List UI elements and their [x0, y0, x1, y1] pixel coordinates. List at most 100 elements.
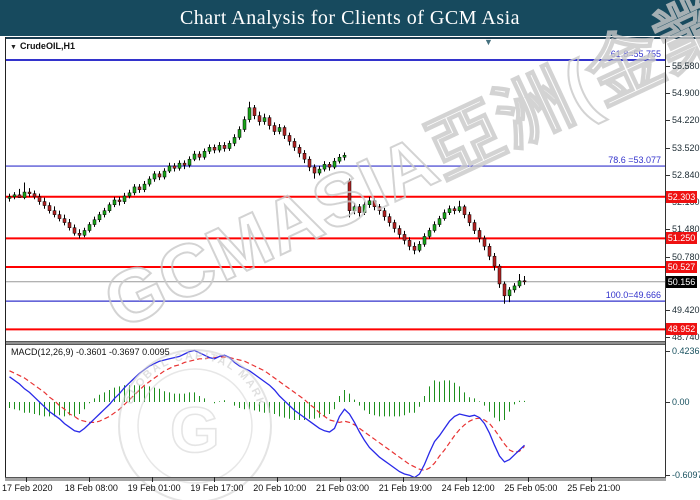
- price-tick-label: 54.220: [672, 115, 700, 126]
- pane-splitter[interactable]: [6, 341, 665, 345]
- date-tick-label: 24 Feb 12:00: [441, 483, 495, 493]
- macd-indicator-label: MACD(12,26,9) -0.3601 -0.3697 0.0095: [11, 347, 170, 357]
- candle-body: [402, 234, 407, 241]
- current-price-label: 50.156: [666, 275, 697, 288]
- candle-body: [372, 200, 377, 207]
- candle-body: [272, 125, 277, 132]
- price-tick-dash: [666, 66, 670, 68]
- candle-body: [22, 191, 27, 198]
- candle-body: [467, 214, 472, 223]
- candle-body: [317, 168, 322, 174]
- candle-body: [132, 186, 137, 194]
- candle-body: [197, 153, 202, 158]
- candle-body: [37, 196, 42, 202]
- candle-body: [382, 210, 387, 217]
- candle-body: [412, 246, 417, 251]
- price-chart-pane[interactable]: 61.8=55.755 78.6 =53.077 100.0=49.666: [6, 39, 665, 341]
- candle-body: [507, 289, 512, 297]
- macd-tick-dash: [666, 474, 670, 476]
- candle-body: [97, 214, 102, 221]
- chart-bottom-border: [5, 477, 666, 481]
- macd-tick-dash: [666, 350, 670, 352]
- candle-body: [142, 183, 147, 190]
- price-tick-label: 49.420: [672, 305, 700, 316]
- price-tick-dash: [666, 120, 670, 122]
- macd-tick-dash: [666, 401, 670, 403]
- macd-tick-label: -0.6097: [672, 469, 700, 480]
- candle-body: [302, 153, 307, 160]
- price-tick-label: 48.740: [672, 332, 700, 343]
- candle-body: [407, 240, 412, 247]
- sr-price-label: 51.250: [666, 232, 697, 245]
- candle-body: [207, 147, 212, 152]
- candle-body: [287, 135, 292, 142]
- candle-body: [362, 204, 367, 213]
- candle-body: [322, 164, 327, 170]
- candle-body: [352, 206, 357, 211]
- candle-body: [357, 206, 362, 213]
- symbol-timeframe-dropdown[interactable]: ▼ CrudeOIL,H1: [10, 41, 75, 51]
- date-tick-label: 18 Feb 08:00: [64, 483, 118, 493]
- candle-body: [462, 206, 467, 215]
- candle-body: [447, 208, 452, 213]
- candle-body: [212, 147, 217, 151]
- price-tick-dash: [666, 93, 670, 95]
- price-tick-label: 52.160: [672, 196, 700, 207]
- candle-body: [392, 222, 397, 229]
- candle-body: [497, 265, 502, 285]
- date-tick-label: 19 Feb 01:00: [127, 483, 181, 493]
- candle-body: [327, 164, 332, 168]
- price-tick-label: 52.840: [672, 169, 700, 180]
- date-tick-label: 17 Feb 2020: [2, 483, 53, 493]
- candle-body: [92, 219, 97, 225]
- candle-body: [342, 154, 347, 158]
- chart-arrow-marker-icon: ▼: [484, 37, 493, 47]
- candle-body: [517, 280, 522, 287]
- candle-body: [12, 194, 17, 198]
- candle-body: [487, 246, 492, 257]
- candle-body: [482, 238, 487, 247]
- candle-body: [107, 204, 112, 211]
- candle-body: [472, 222, 477, 231]
- macd-indicator-pane[interactable]: [6, 345, 665, 479]
- candle-body: [307, 158, 312, 168]
- candle-body: [387, 216, 392, 223]
- price-tick-label: 55.580: [672, 61, 700, 72]
- candle-body: [27, 191, 32, 194]
- candle-body: [332, 160, 337, 168]
- sr-price-label: 50.527: [666, 261, 697, 274]
- candle-body: [57, 214, 62, 219]
- candle-body: [167, 165, 172, 172]
- macd-main-line: [9, 349, 525, 479]
- candle-body: [427, 230, 432, 237]
- fib-label: 61.8=55.755: [611, 49, 661, 59]
- sr-price-label: 48.952: [666, 323, 697, 336]
- date-tick-label: 21 Feb 03:00: [316, 483, 370, 493]
- price-scale-divider: [665, 39, 666, 477]
- candle-body: [137, 186, 142, 190]
- candle-body: [502, 283, 507, 297]
- candle-body: [292, 141, 297, 148]
- candle-body: [42, 201, 47, 206]
- candle-body: [172, 165, 177, 169]
- candle-body: [152, 173, 157, 180]
- candle-body: [242, 119, 247, 130]
- candle-body: [422, 236, 427, 245]
- price-tick-dash: [666, 228, 670, 230]
- date-tick-label: 25 Feb 21:00: [567, 483, 621, 493]
- fib-label: 100.0=49.666: [606, 290, 661, 300]
- candle-body: [262, 117, 267, 122]
- candle-body: [492, 255, 497, 267]
- candle-body: [87, 224, 92, 231]
- macd-tick-label: 0.4236: [672, 345, 700, 356]
- candle-body: [397, 228, 402, 235]
- candle-body: [47, 205, 52, 211]
- candle-body: [112, 199, 117, 205]
- candle-body: [512, 285, 517, 291]
- macd-signal-line: [9, 356, 525, 472]
- candle-body: [282, 127, 287, 136]
- candle-body: [347, 180, 352, 211]
- candle-body: [297, 147, 302, 154]
- candle-body: [162, 170, 167, 178]
- candle-body: [477, 230, 482, 239]
